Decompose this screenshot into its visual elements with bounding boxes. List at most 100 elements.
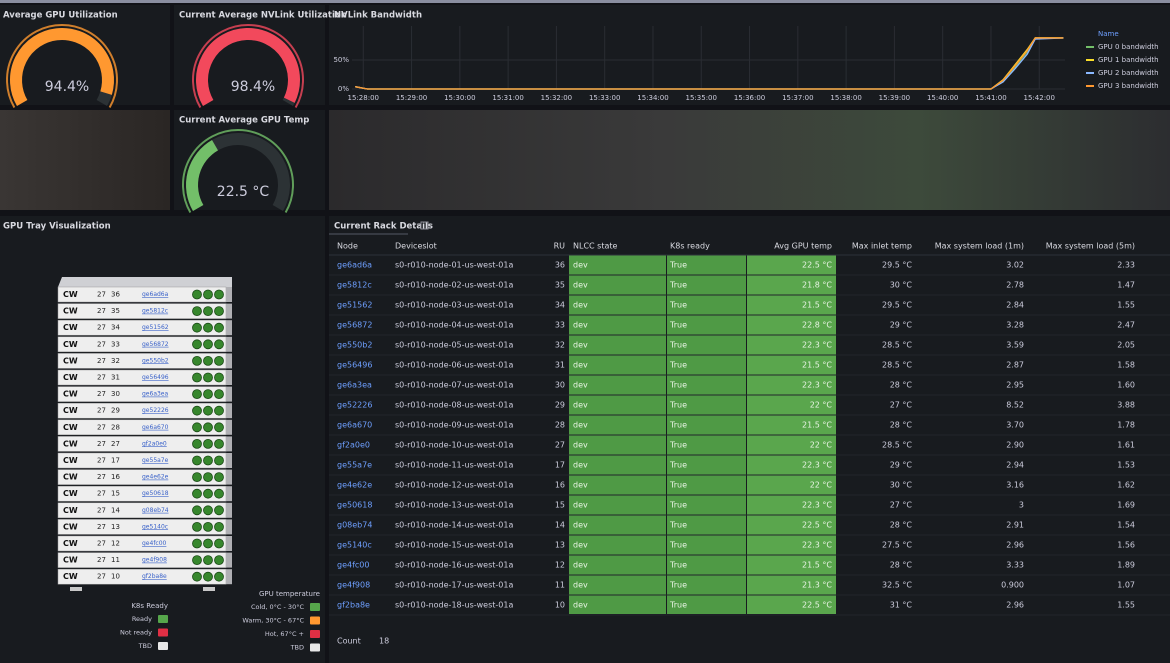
- tray-rack: 27: [97, 340, 106, 348]
- tray-rack: 27: [97, 506, 106, 514]
- node-link: ge5140c: [337, 541, 372, 550]
- cell: 1.58: [1117, 361, 1135, 370]
- tray-rack: 27: [97, 291, 106, 299]
- cell: dev: [573, 541, 588, 550]
- cell: s0-r010-node-13-us-west-01a: [395, 501, 513, 510]
- cell: 2.47: [1117, 321, 1135, 330]
- y-tick-label: 0%: [338, 85, 349, 93]
- tray-side: [226, 370, 232, 385]
- tray-logo: CW: [63, 356, 78, 365]
- status-dot: [203, 438, 213, 449]
- tray-logo: CW: [63, 340, 78, 349]
- cell: 3.02: [1006, 261, 1024, 270]
- cell: True: [669, 301, 687, 310]
- tray-side: [226, 469, 232, 485]
- cell: dev: [573, 421, 588, 430]
- legend-label: GPU 3 bandwidth: [1098, 82, 1159, 90]
- status-dot: [192, 405, 202, 416]
- cell: 10: [555, 601, 565, 610]
- x-tick-label: 15:35:00: [686, 94, 717, 102]
- tray-rack: 27: [97, 307, 106, 315]
- status-dot: [203, 372, 213, 383]
- cell: 22.3 °C: [802, 341, 832, 350]
- status-dot: [203, 571, 213, 582]
- status-dot: [214, 289, 224, 300]
- legend-label: GPU 2 bandwidth: [1098, 69, 1159, 77]
- cell: dev: [573, 481, 588, 490]
- cell: s0-r010-node-07-us-west-01a: [395, 381, 513, 390]
- cell: dev: [573, 501, 588, 510]
- cell: True: [669, 341, 687, 350]
- status-dot: [214, 389, 224, 400]
- x-tick-label: 15:33:00: [589, 94, 620, 102]
- cell: 3.33: [1006, 561, 1024, 570]
- tray-rack: 27: [97, 390, 106, 398]
- status-dot: [203, 422, 213, 433]
- cell: dev: [573, 261, 588, 270]
- tray-logo: CW: [63, 456, 78, 465]
- cell: 2.96: [1006, 541, 1024, 550]
- cell: 22.5 °C: [802, 261, 832, 270]
- tray-side: [226, 403, 232, 419]
- status-dot: [203, 322, 213, 333]
- line-series: [355, 37, 1064, 90]
- tray-node: ge5140c: [142, 523, 168, 530]
- tray-node: ge6a3ea: [142, 391, 169, 398]
- legend-label: GPU 1 bandwidth: [1098, 56, 1159, 64]
- tray-side: [226, 552, 232, 568]
- status-dot: [192, 505, 202, 516]
- cell: dev: [573, 401, 588, 410]
- tray-logo: CW: [63, 290, 78, 299]
- cell: 31 °C: [890, 601, 913, 610]
- tray-slot: 15: [111, 490, 120, 498]
- node-link: ge51562: [337, 301, 372, 310]
- status-dot: [203, 505, 213, 516]
- status-dot: [192, 289, 202, 300]
- cell: 3.59: [1006, 341, 1024, 350]
- gauge-ring: [6, 24, 118, 108]
- node-link: ge6a3ea: [337, 381, 372, 390]
- cell: True: [669, 561, 687, 570]
- cell: 2.84: [1006, 301, 1024, 310]
- cell: 28 °C: [890, 421, 913, 430]
- gauge-value: 94.4%: [45, 79, 89, 95]
- cell: 3: [1019, 501, 1024, 510]
- legend-label: Not ready: [120, 629, 152, 637]
- status-dot: [214, 438, 224, 449]
- tray-rack: 27: [97, 523, 106, 531]
- cell: 30 °C: [890, 481, 913, 490]
- cell: s0-r010-node-05-us-west-01a: [395, 341, 513, 350]
- cell: 0.900: [1001, 581, 1024, 590]
- cell: 28 °C: [890, 381, 913, 390]
- legend-label: Cold, 0°C - 30°C: [251, 603, 305, 611]
- column-header: Avg GPU temp: [774, 242, 832, 251]
- tray-slot: 34: [111, 324, 120, 332]
- cell: s0-r010-node-15-us-west-01a: [395, 541, 513, 550]
- cell: 34: [555, 301, 565, 310]
- cell: s0-r010-node-11-us-west-01a: [395, 461, 513, 470]
- status-dot: [192, 339, 202, 350]
- x-tick-label: 15:37:00: [782, 94, 813, 102]
- cell: 13: [555, 541, 565, 550]
- tray-logo: CW: [63, 473, 78, 482]
- gauge-arc: [196, 28, 300, 106]
- tray-slot: 13: [111, 523, 120, 531]
- top-border: [0, 0, 1170, 3]
- tray-rack: 27: [97, 374, 106, 382]
- status-dot: [203, 289, 213, 300]
- tray-rack: 27: [97, 540, 106, 548]
- cell: 8.52: [1006, 401, 1024, 410]
- tray-node: g08eb74: [142, 507, 169, 514]
- node-link: ge5812c: [337, 281, 372, 290]
- legend-swatch: [158, 642, 168, 650]
- cell: 21.5 °C: [802, 361, 832, 370]
- tray-slot: 17: [111, 457, 120, 465]
- cell: s0-r010-node-03-us-west-01a: [395, 301, 513, 310]
- x-tick-label: 15:28:00: [348, 94, 379, 102]
- cell: dev: [573, 521, 588, 530]
- tray-logo: CW: [63, 406, 78, 415]
- cell: 27.5 °C: [882, 541, 912, 550]
- tray-node: ge56872: [142, 341, 169, 348]
- column-header: NLCC state: [573, 242, 618, 251]
- status-dot: [214, 355, 224, 366]
